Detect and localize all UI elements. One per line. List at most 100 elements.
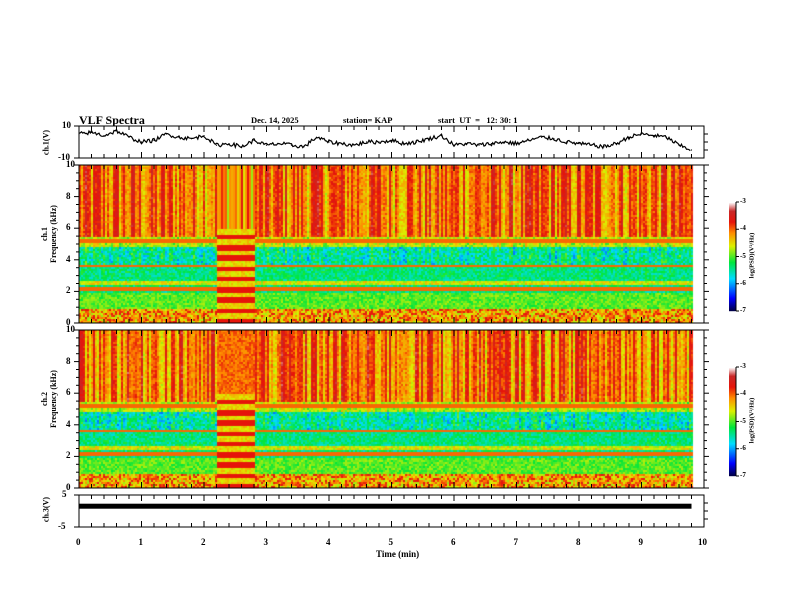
colorbar-segment <box>729 391 736 393</box>
ch1-voltage-point <box>428 138 430 140</box>
colorbar-tick-label: -6 <box>740 443 746 452</box>
colorbar-segment <box>729 261 736 263</box>
colorbar-segment <box>729 459 736 461</box>
colorbar-segment <box>729 373 736 375</box>
colorbar-segment <box>729 250 736 252</box>
colorbar-segment <box>729 469 736 471</box>
colorbar-segment <box>729 267 736 269</box>
colorbar-segment <box>729 293 736 295</box>
colorbar-segment <box>729 387 736 389</box>
colorbar-segment <box>729 288 736 290</box>
ch1-voltage-point <box>353 144 355 146</box>
colorbar-segment <box>729 425 736 427</box>
colorbar-segment <box>729 287 736 289</box>
colorbar-segment <box>729 394 736 396</box>
colorbar-segment <box>729 309 736 311</box>
colorbar-tick-label: -6 <box>740 278 746 287</box>
colorbar-segment <box>729 471 736 473</box>
colorbar-segment <box>729 470 736 472</box>
colorbar-segment <box>729 241 736 243</box>
ch1-voltage-point <box>165 133 168 135</box>
colorbar-segment <box>729 248 736 250</box>
ch1-voltage-point <box>253 139 255 141</box>
colorbar-segment <box>729 264 736 266</box>
colorbar-tick-label: -4 <box>740 224 746 233</box>
colorbar-segment <box>729 306 736 308</box>
colorbar-segment <box>729 389 736 391</box>
colorbar-segment <box>729 237 736 239</box>
colorbar-segment <box>729 377 736 379</box>
colorbar-segment <box>729 385 736 387</box>
colorbar-segment <box>729 212 736 214</box>
colorbar-segment <box>729 221 736 223</box>
colorbar-segment <box>729 281 736 283</box>
ch1-voltage-point <box>565 141 568 143</box>
colorbar-segment <box>729 238 736 240</box>
colorbar-segment <box>729 254 736 256</box>
colorbar-segment <box>729 240 736 242</box>
ch1-voltage-point <box>528 139 530 141</box>
ch1-voltage-point <box>690 149 693 151</box>
colorbar-segment <box>729 270 736 272</box>
x-tick-label: 0 <box>76 537 81 547</box>
ch1-voltage-point <box>240 146 243 148</box>
date-label: Dec. 14, 2025 <box>251 115 299 125</box>
colorbar-segment <box>729 268 736 270</box>
x-tick-label: 10 <box>698 537 707 547</box>
colorbar-segment <box>729 262 736 264</box>
colorbar-segment <box>729 310 736 312</box>
x-tick-label: 3 <box>263 537 269 547</box>
colorbar-segment <box>729 428 736 430</box>
colorbar-segment <box>729 467 736 469</box>
colorbar-segment <box>729 455 736 457</box>
ch1-voltage-point <box>378 141 380 143</box>
colorbar-segment <box>729 438 736 440</box>
freq-tick-label: 10 <box>66 324 75 334</box>
colorbar-segment <box>729 447 736 449</box>
colorbar-segment <box>729 368 736 370</box>
ch1-voltage-point <box>590 144 593 146</box>
ch1-voltage-point <box>503 141 505 143</box>
freq-tick-label: 2 <box>66 285 71 296</box>
colorbar-segment <box>729 253 736 255</box>
colorbar-segment <box>729 409 736 411</box>
colorbar-segment <box>729 307 736 309</box>
colorbar-segment <box>729 450 736 452</box>
colorbar-segment <box>729 454 736 456</box>
ch1-voltage-point <box>578 143 580 145</box>
ch1-voltage-point <box>128 136 130 138</box>
ch1-voltage-point <box>178 136 180 138</box>
colorbar-tick-label: -5 <box>740 416 746 425</box>
colorbar-segment <box>729 260 736 262</box>
colorbar-segment <box>729 276 736 278</box>
colorbar-segment <box>729 300 736 302</box>
colorbar-segment <box>729 301 736 303</box>
colorbar-segment <box>729 399 736 401</box>
y-tick-label: 10 <box>62 120 71 130</box>
x-tick-label: 5 <box>388 537 394 547</box>
colorbar-segment <box>729 296 736 298</box>
colorbar-segment <box>729 424 736 426</box>
colorbar-segment <box>729 379 736 381</box>
colorbar-segment <box>729 273 736 275</box>
ch1-voltage-point <box>203 135 205 137</box>
colorbar-segment <box>729 211 736 213</box>
colorbar-tick-label: -3 <box>740 362 746 370</box>
colorbar-segment <box>729 432 736 434</box>
colorbar-segment <box>729 292 736 294</box>
colorbar-segment <box>729 229 736 231</box>
colorbar-segment <box>729 472 736 474</box>
ch1-spectrogram-image <box>79 165 704 323</box>
colorbar-segment <box>729 298 736 300</box>
ch1-voltage-point <box>628 136 630 138</box>
colorbar-segment <box>729 422 736 424</box>
ch1-voltage-point <box>540 136 543 138</box>
colorbar-segment <box>729 468 736 470</box>
colorbar-segment <box>729 207 736 209</box>
colorbar-segment <box>729 299 736 301</box>
colorbar-segment <box>729 383 736 385</box>
colorbar-segment <box>729 420 736 422</box>
colorbar-segment <box>729 408 736 410</box>
colorbar-segment <box>729 305 736 307</box>
colorbar-segment <box>729 226 736 228</box>
